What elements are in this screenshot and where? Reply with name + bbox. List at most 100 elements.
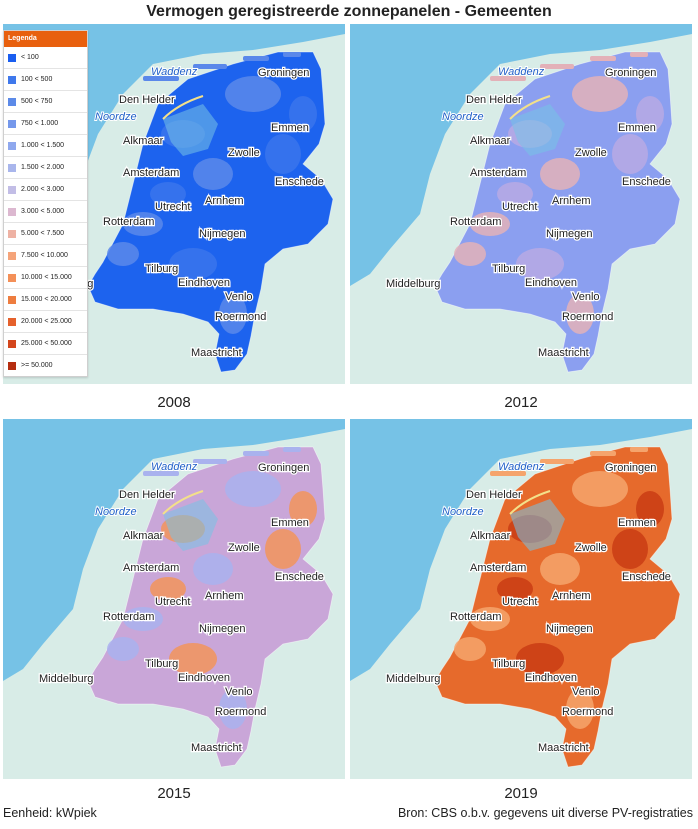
year-label-2015: 2015 [157,785,191,802]
place-label-arnhem: Arnhem [552,590,591,602]
legend-label: 500 < 750 [21,98,53,105]
legend-swatch [8,207,16,216]
municipality-region [123,607,163,631]
sea [350,24,692,286]
sea [3,24,345,286]
place-label-rotterdam: Rotterdam [450,611,501,623]
legend-swatch [8,53,16,62]
legend-item: 100 < 500 [4,69,87,91]
place-label-eindhoven: Eindhoven [525,672,577,684]
legend-label: 1.000 < 1.500 [21,142,65,149]
place-label-enschede: Enschede [275,176,324,188]
municipality-region [566,689,594,729]
netherlands-map: Waddenz Noordze Den Helder Alkmaar Amsterdam… [350,24,692,384]
place-label-waddenzee: Waddenz [151,66,198,78]
place-label-noordzee: Noordze [95,111,137,123]
place-label-zwolle: Zwolle [228,542,260,554]
legend-label: 10.000 < 15.000 [21,274,72,281]
municipality-region [572,76,628,112]
legend-item: 15.000 < 20.000 [4,289,87,311]
map-panel-2019[interactable]: Waddenz Noordze Den Helder Alkmaar Amsterdam… [350,419,692,779]
place-label-eindhoven: Eindhoven [178,277,230,289]
legend-label: 1.500 < 2.000 [21,164,65,171]
place-label-emmen: Emmen [271,517,309,529]
legend-swatch [8,185,16,194]
municipality-region [454,637,486,661]
place-label-utrecht: Utrecht [155,596,190,608]
legend-swatch [8,141,16,150]
municipality-region [123,212,163,236]
place-label-enschede: Enschede [275,571,324,583]
place-label-noordzee: Noordze [95,506,137,518]
map-panel-2015[interactable]: Waddenz Noordze Den Helder Alkmaar Amsterdam… [3,419,345,779]
municipality-region [516,643,564,675]
wadden-island [630,52,648,57]
legend-label: 20.000 < 25.000 [21,318,72,325]
legend-item: 2.000 < 3.000 [4,179,87,201]
legend-swatch [8,339,16,348]
wadden-island [243,451,269,456]
legend-item: 1.500 < 2.000 [4,157,87,179]
municipality-region [150,182,186,206]
legend: Legenda < 100 100 < 500 500 < 750 750 < 1.0… [3,30,88,377]
municipality-region [497,577,533,601]
place-label-middelburg: Middelburg [386,673,440,685]
place-label-venlo: Venlo [225,291,253,303]
wadden-island [193,459,227,464]
municipality-region [540,553,580,585]
wadden-island [143,76,179,81]
year-label-2012: 2012 [504,394,538,411]
legend-swatch [8,317,16,326]
ijsselmeer [510,499,565,551]
municipality-region [454,242,486,266]
netherlands-map: Waddenz Noordze Den Helder Alkmaar Amsterdam… [350,419,692,779]
municipality-region [516,248,564,280]
place-label-utrecht: Utrecht [502,596,537,608]
place-label-tilburg: Tilburg [145,658,178,670]
place-label-alkmaar: Alkmaar [470,530,511,542]
place-label-utrecht: Utrecht [502,201,537,213]
legend-item: 5.000 < 7.500 [4,223,87,245]
legend-swatch [8,229,16,238]
place-label-rotterdam: Rotterdam [103,216,154,228]
map-panel-2012[interactable]: Waddenz Noordze Den Helder Alkmaar Amsterdam… [350,24,692,384]
place-label-zwolle: Zwolle [575,542,607,554]
place-label-emmen: Emmen [618,517,656,529]
place-label-arnhem: Arnhem [552,195,591,207]
afsluitdijk [162,490,204,515]
legend-label: 7.500 < 10.000 [21,252,68,259]
legend-item: 750 < 1.000 [4,113,87,135]
municipality-region [150,577,186,601]
wadden-island [590,451,616,456]
legend-swatch [8,163,16,172]
place-label-groningen: Groningen [605,462,656,474]
place-label-nijmegen: Nijmegen [199,228,245,240]
legend-swatch [8,273,16,282]
place-label-emmen: Emmen [271,122,309,134]
place-label-noordzee: Noordze [442,111,484,123]
municipality-region [169,643,217,675]
legend-label: 15.000 < 20.000 [21,296,72,303]
municipality-region [566,294,594,334]
place-label-amsterdam: Amsterdam [470,562,526,574]
legend-swatch [8,75,16,84]
place-label-maastricht: Maastricht [191,742,242,754]
sea [350,419,692,681]
legend-label: 100 < 500 [21,76,53,83]
place-label-noordzee: Noordze [442,506,484,518]
year-label-2019: 2019 [504,785,538,802]
place-label-middelburg: Middelburg [39,673,93,685]
legend-item: 20.000 < 25.000 [4,311,87,333]
legend-label: 750 < 1.000 [21,120,59,127]
wadden-island [490,471,526,476]
place-label-venlo: Venlo [572,291,600,303]
municipality-region [289,491,317,527]
municipality-region [219,689,247,729]
municipality-region [107,637,139,661]
municipality-region [219,294,247,334]
place-label-waddenzee: Waddenz [498,66,545,78]
municipality-region [470,212,510,236]
place-label-nijmegen: Nijmegen [546,623,592,635]
place-label-eindhoven: Eindhoven [525,277,577,289]
afsluitdijk [509,95,551,120]
